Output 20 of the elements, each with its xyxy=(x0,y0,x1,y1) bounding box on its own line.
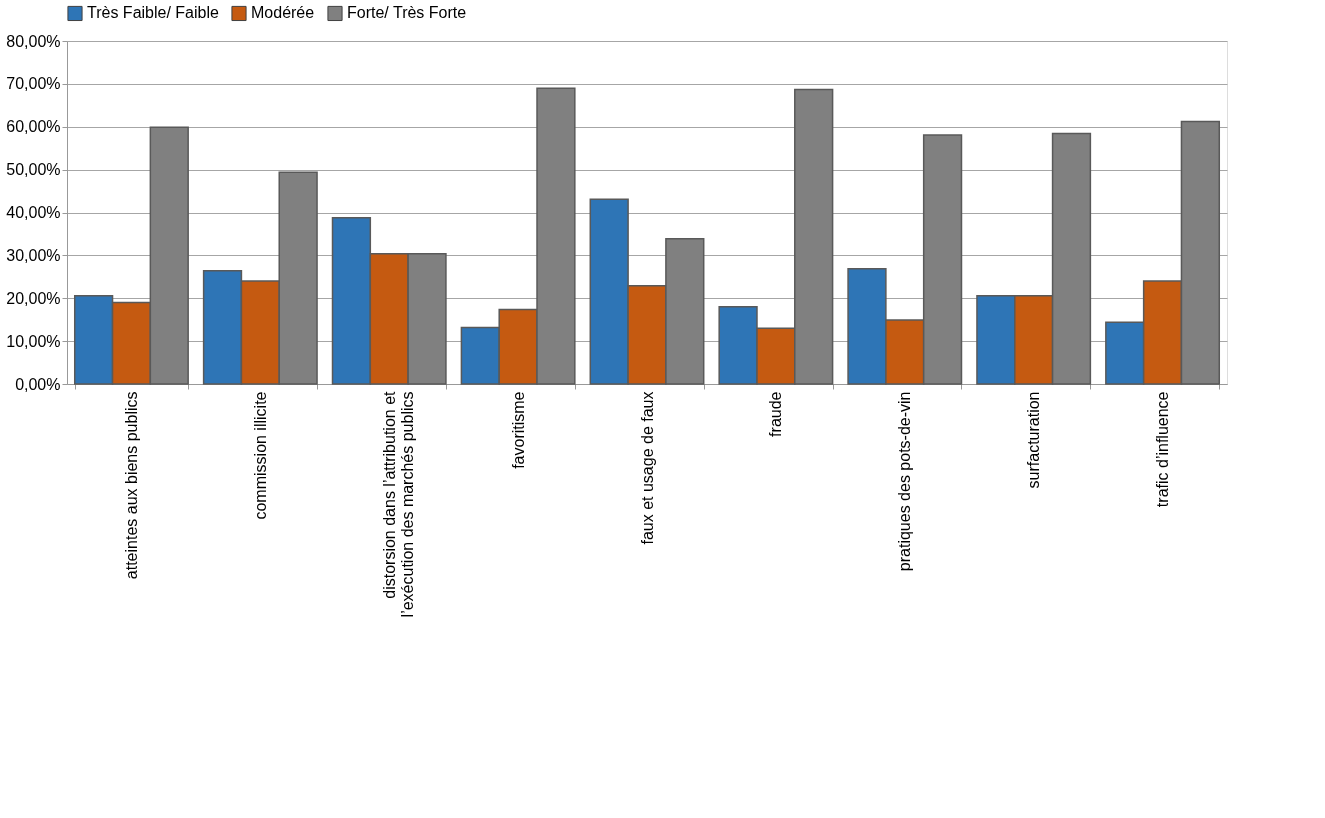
x-tick-label: commission illicite xyxy=(251,391,269,520)
y-tick-label: 80,00% xyxy=(6,32,61,50)
x-tick-label: trafic d’influence xyxy=(1154,391,1172,508)
y-tick-label: 60,00% xyxy=(6,118,61,136)
x-tick-label: favoritisme xyxy=(509,391,527,469)
x-tick-label: fraude xyxy=(767,391,785,437)
x-tick-label: pratiques des pots-de-vin xyxy=(896,391,914,572)
x-tick-label: atteintes aux biens publics xyxy=(122,391,140,580)
y-tick-label: 20,00% xyxy=(6,289,61,307)
y-tick-label: 50,00% xyxy=(6,161,61,179)
x-tick-label: faux et usage de faux xyxy=(638,391,656,545)
x-tick-label: surfacturation xyxy=(1025,391,1043,489)
legend-label: Forte/ Très Forte xyxy=(347,4,467,22)
y-tick-label: 30,00% xyxy=(6,246,61,264)
legend-label: Très Faible/ Faible xyxy=(87,4,219,22)
y-tick-label: 40,00% xyxy=(6,204,61,221)
y-tick-label: 0,00% xyxy=(15,375,61,393)
y-tick-label: 10,00% xyxy=(6,332,61,350)
legend-label: Modérée xyxy=(251,4,315,22)
y-tick-label: 70,00% xyxy=(6,75,61,93)
